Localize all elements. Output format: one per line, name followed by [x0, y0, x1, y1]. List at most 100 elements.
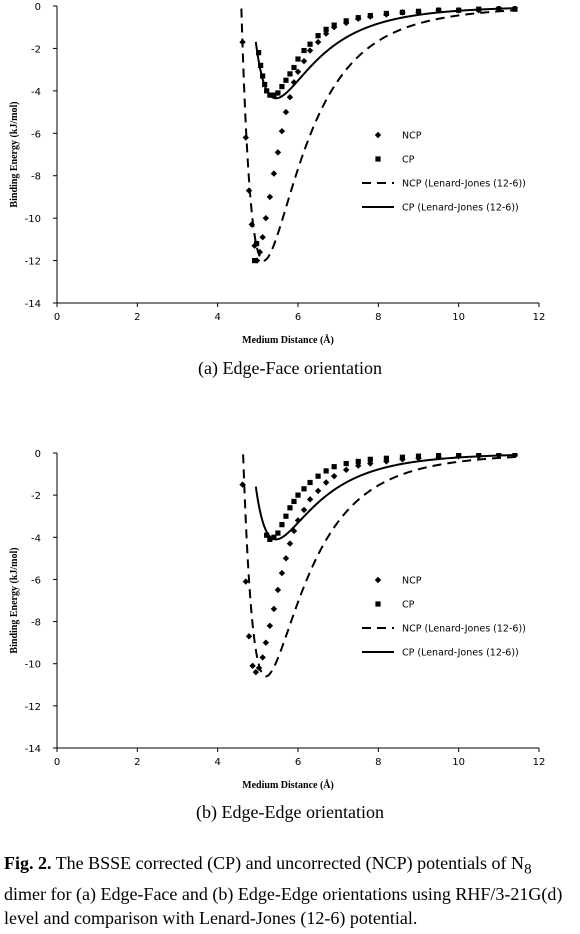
ncp-data-point	[278, 127, 286, 135]
ncp-data-point	[278, 569, 286, 577]
ncp-data-point	[290, 79, 298, 86]
legend-ncp-marker	[374, 131, 382, 139]
y-tick-label: 0	[35, 2, 41, 13]
y-tick-label: -12	[25, 702, 41, 713]
ncp-data-point	[245, 187, 253, 194]
cp-data-point	[264, 88, 270, 94]
ncp-lj-curve	[242, 453, 517, 678]
cp-data-point	[267, 92, 273, 98]
figure-caption: Fig. 2. The BSSE corrected (CP) and unco…	[4, 851, 576, 930]
chart-edge-edge: 0 2 4 6 8 10 12 0 -2 -4 -6 -8 -10 -12 -14 Medium Distan…	[0, 445, 580, 822]
ncp-data-point	[270, 605, 278, 613]
cp-data-point	[367, 12, 373, 19]
cp-data-point	[315, 473, 321, 479]
cp-data-point	[307, 479, 313, 486]
cp-data-point	[252, 257, 258, 264]
cp-data-point	[355, 15, 361, 21]
x-tick-label: 8	[375, 757, 381, 768]
cp-data-point	[323, 26, 329, 32]
cp-data-point	[262, 81, 268, 88]
ncp-data-point	[239, 481, 246, 488]
y-tick-label: -10	[25, 660, 41, 671]
cp-lj-curve	[254, 7, 517, 100]
ncp-data-point	[248, 221, 256, 228]
cp-data-point	[256, 50, 262, 56]
cp-data-point	[267, 536, 273, 542]
cp-data-point	[283, 513, 289, 519]
cp-data-point	[295, 492, 301, 498]
legend-label: CP (Lenard-Jones (12-6))	[402, 203, 519, 214]
ncp-data-point	[294, 68, 302, 75]
cp-data-point	[323, 468, 329, 474]
cp-data-point	[301, 486, 307, 492]
cp-data-point	[258, 62, 264, 68]
ncp-data-point	[245, 633, 253, 640]
ncp-data-point	[300, 57, 308, 65]
cp-data-point	[496, 453, 502, 457]
x-tick-label: 0	[54, 757, 60, 768]
ncp-data-point	[300, 506, 308, 514]
y-tick-label: -4	[31, 533, 41, 544]
ncp-data-point	[252, 668, 260, 676]
legend-label: CP	[402, 155, 415, 166]
plot-area	[239, 6, 519, 264]
x-tick-label: 2	[134, 757, 140, 768]
ncp-data-point	[274, 149, 282, 156]
ncp-data-point	[367, 460, 374, 467]
ncp-lj-curve	[240, 6, 517, 262]
cp-data-point	[291, 64, 297, 71]
cp-data-point	[399, 454, 406, 460]
ncp-data-point	[286, 94, 294, 101]
cp-data-point	[260, 73, 266, 79]
ncp-data-point	[242, 134, 249, 141]
ncp-data-point	[259, 654, 266, 661]
cp-data-point	[496, 6, 502, 12]
ncp-data-point	[294, 517, 302, 524]
caption-text-part1: The BSSE corrected (CP) and uncorrected …	[51, 853, 525, 873]
cp-data-point	[283, 77, 289, 83]
ncp-data-point	[270, 170, 278, 177]
y-axis-title: Binding Energy (kJ/mol)	[9, 101, 20, 207]
ncp-data-point	[314, 38, 322, 46]
ncp-data-point	[274, 586, 282, 594]
ncp-data-point	[266, 622, 274, 629]
x-tick-label: 2	[134, 312, 140, 323]
cp-data-point	[476, 453, 482, 457]
subcaption-edge-face: (a) Edge-Face orientation	[198, 358, 382, 378]
ncp-data-point	[256, 248, 264, 256]
cp-data-point	[355, 458, 361, 465]
caption-label: Fig. 2.	[4, 853, 52, 873]
cp-data-point	[271, 92, 277, 98]
x-tick-label: 8	[375, 312, 381, 323]
y-tick-label: -2	[31, 491, 41, 502]
y-tick-label: -4	[31, 87, 41, 98]
y-tick-label: -14	[25, 299, 41, 310]
legend-label: NCP	[402, 576, 422, 587]
ncp-data-point	[322, 30, 330, 37]
cp-data-point	[367, 456, 373, 462]
cp-data-point	[435, 7, 442, 13]
cp-data-point	[315, 33, 321, 39]
x-tick-label: 4	[214, 312, 220, 323]
ncp-data-point	[249, 662, 256, 670]
plot-area	[239, 453, 519, 678]
ncp-data-point	[286, 540, 294, 547]
cp-data-point	[295, 56, 301, 62]
y-tick-label: 0	[35, 449, 41, 460]
legend-ncp-marker	[374, 576, 382, 584]
ncp-data-point	[322, 479, 330, 486]
chart-edge-face: 0 2 4 6 8 10 12 0 -2 -4 -6 -8 -10 -12 -14 Medium Distan…	[0, 0, 580, 378]
y-axis-title: Binding Energy (kJ/mol)	[9, 547, 20, 653]
cp-data-point	[279, 522, 285, 528]
cp-lj-curve	[254, 454, 517, 541]
ncp-data-point	[266, 193, 274, 201]
cp-data-point	[456, 453, 462, 458]
y-tick-label: -14	[25, 744, 41, 755]
cp-data-point	[383, 455, 389, 461]
caption-subscript: 8	[524, 861, 532, 878]
ncp-data-point	[306, 496, 314, 503]
cp-data-point	[456, 7, 462, 13]
y-tick-label: -6	[31, 575, 41, 586]
x-tick-label: 6	[295, 757, 301, 768]
cp-data-point	[291, 498, 297, 505]
